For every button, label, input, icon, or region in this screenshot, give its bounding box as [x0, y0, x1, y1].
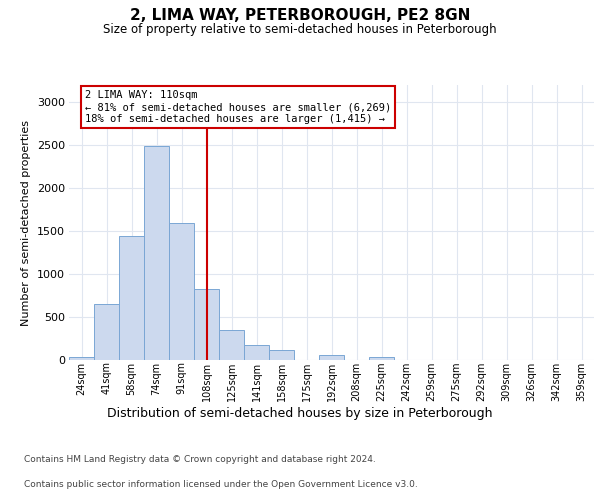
Y-axis label: Number of semi-detached properties: Number of semi-detached properties [21, 120, 31, 326]
Text: Contains public sector information licensed under the Open Government Licence v3: Contains public sector information licen… [24, 480, 418, 489]
Bar [169, 223, 194, 360]
Bar [369, 358, 394, 360]
Bar [69, 356, 94, 360]
Text: Contains HM Land Registry data © Crown copyright and database right 2024.: Contains HM Land Registry data © Crown c… [24, 455, 376, 464]
Bar [244, 345, 269, 360]
Bar [144, 146, 169, 360]
Bar [269, 350, 294, 360]
Bar [94, 304, 119, 360]
Bar [119, 236, 144, 360]
Bar [194, 289, 219, 360]
Text: 2 LIMA WAY: 110sqm
← 81% of semi-detached houses are smaller (6,269)
18% of semi: 2 LIMA WAY: 110sqm ← 81% of semi-detache… [85, 90, 391, 124]
Bar [319, 356, 344, 360]
Bar [219, 330, 244, 360]
Text: Size of property relative to semi-detached houses in Peterborough: Size of property relative to semi-detach… [103, 22, 497, 36]
Text: 2, LIMA WAY, PETERBOROUGH, PE2 8GN: 2, LIMA WAY, PETERBOROUGH, PE2 8GN [130, 8, 470, 22]
Text: Distribution of semi-detached houses by size in Peterborough: Distribution of semi-detached houses by … [107, 408, 493, 420]
